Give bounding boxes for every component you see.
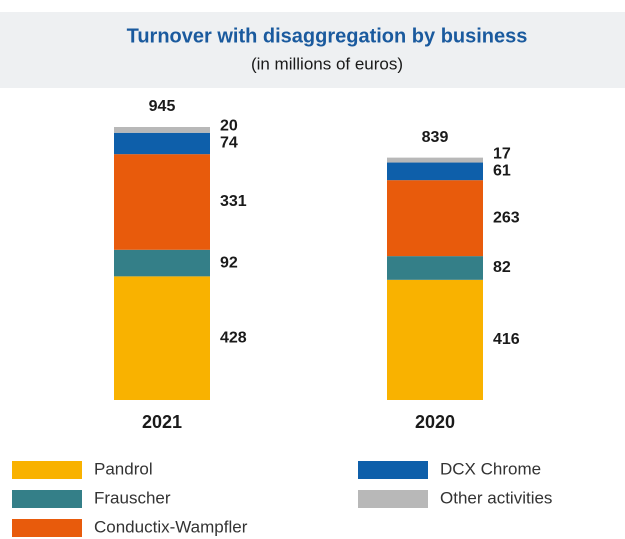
chart-subtitle: (in millions of euros) xyxy=(251,54,403,73)
x-tick-label: 2020 xyxy=(415,412,455,432)
bar-segment xyxy=(387,180,483,257)
bar-segment xyxy=(387,157,483,163)
legend-swatch xyxy=(358,490,428,508)
total-label: 945 xyxy=(149,98,176,115)
bar-segment xyxy=(387,162,483,181)
legend-swatch xyxy=(12,490,82,508)
data-label: 74 xyxy=(220,135,238,152)
bar-segment xyxy=(114,249,210,277)
legend-label: Pandrol xyxy=(94,459,153,478)
data-label: 92 xyxy=(220,254,238,271)
chart-title: Turnover with disaggregation by business xyxy=(127,25,528,47)
total-label: 839 xyxy=(422,129,449,146)
data-label: 263 xyxy=(493,209,520,226)
bar-segment xyxy=(114,132,210,155)
data-label: 20 xyxy=(220,118,238,135)
legend-label: Other activities xyxy=(440,488,552,507)
bar-segment xyxy=(387,279,483,400)
bar-segment xyxy=(114,154,210,250)
legend-label: DCX Chrome xyxy=(440,459,541,478)
bar-segment xyxy=(387,256,483,280)
x-tick-label: 2021 xyxy=(142,412,182,432)
data-label: 428 xyxy=(220,329,247,346)
data-label: 416 xyxy=(493,331,520,348)
legend-swatch xyxy=(12,461,82,479)
legend-swatch xyxy=(358,461,428,479)
data-label: 61 xyxy=(493,163,511,180)
legend-label: Frauscher xyxy=(94,488,171,507)
data-label: 17 xyxy=(493,146,511,163)
legend-swatch xyxy=(12,519,82,537)
legend-label: Conductix-Wampfler xyxy=(94,517,248,536)
bar-segment xyxy=(114,127,210,133)
data-label: 331 xyxy=(220,193,247,210)
data-label: 82 xyxy=(493,259,511,276)
title-band xyxy=(0,12,625,88)
bar-segment xyxy=(114,276,210,400)
